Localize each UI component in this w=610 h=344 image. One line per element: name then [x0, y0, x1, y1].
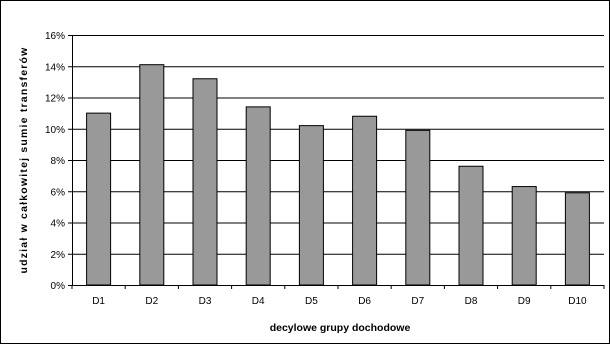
y-tick-label: 6% [51, 187, 66, 198]
bar-d1 [86, 112, 112, 286]
x-tick-label-d4: D4 [252, 296, 265, 307]
bar-d8 [458, 165, 484, 286]
x-tick-label-d6: D6 [358, 296, 371, 307]
bar-d2 [139, 64, 165, 286]
x-tick-label-d1: D1 [92, 296, 105, 307]
y-tick-label: 12% [45, 94, 65, 105]
x-tick-label-d8: D8 [465, 296, 478, 307]
bar-d3 [192, 78, 218, 286]
x-tick-label-d2: D2 [145, 296, 158, 307]
x-axis-title: decylowe grupy dochodowe [270, 322, 411, 334]
x-tick-label-d5: D5 [305, 296, 318, 307]
x-tick-label-d10: D10 [568, 296, 587, 307]
x-tick-labels: D1 D2 D3 D4 D5 D6 D7 D8 D9 D10 [71, 285, 605, 307]
x-tick-label-d9: D9 [518, 296, 531, 307]
y-tick-label: 14% [45, 62, 65, 73]
y-tick-label: 16% [45, 31, 65, 42]
y-tick-label: 10% [45, 125, 65, 136]
x-tick-label-d7: D7 [411, 296, 424, 307]
x-tick-label-d3: D3 [199, 296, 212, 307]
bar-d7 [405, 129, 431, 286]
bar-d5 [298, 125, 324, 286]
y-tick-label: 4% [51, 219, 66, 230]
y-tick-label: 2% [51, 250, 66, 261]
bars [86, 64, 590, 286]
y-tick-label: 0% [51, 281, 66, 292]
y-axis-title: udział w całkowitej sumie transferów [18, 46, 30, 273]
bar-d9 [511, 186, 537, 286]
bar-d4 [245, 106, 271, 286]
y-tick-label: 8% [51, 156, 66, 167]
bar-d10 [564, 192, 590, 286]
y-tick-labels: 0% 2% 4% 6% 8% 10% 12% 14% 16% [45, 31, 72, 292]
bar-d6 [352, 115, 378, 286]
